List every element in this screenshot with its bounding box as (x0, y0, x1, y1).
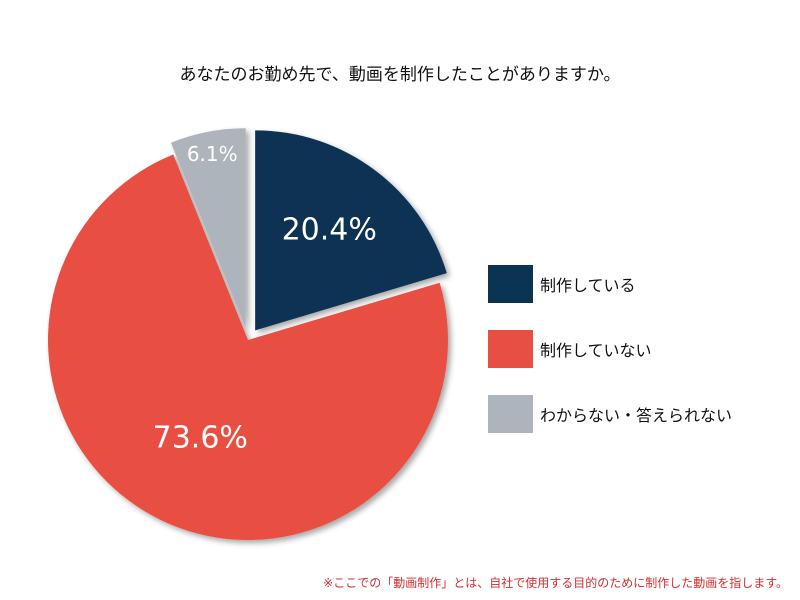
legend-label: 制作している (540, 276, 636, 295)
legend-item-wakaranai: わからない・答えられない (488, 395, 732, 433)
slice-value-label-seisaku-shiteiru: 20.4% (282, 212, 377, 247)
slice-value-label-wakaranai: 6.1% (187, 142, 238, 166)
legend-swatch (488, 330, 533, 368)
legend-swatch (488, 395, 533, 433)
legend-item-seisaku-shiteiru: 制作している (488, 265, 732, 303)
legend-label: 制作していない (540, 341, 652, 360)
pie-slice-seisaku-shiteinai (47, 154, 449, 541)
pie-slice-seisaku-shiteiru (255, 130, 447, 331)
legend-label: わからない・答えられない (540, 406, 733, 425)
legend-swatch (488, 265, 533, 303)
legend-item-seisaku-shiteinai: 制作していない (488, 330, 732, 368)
chart-title: あなたのお勤め先で、動画を制作したことがありますか。 (179, 65, 621, 85)
pie-slice-wakaranai (170, 128, 246, 329)
slice-value-label-seisaku-shiteinai: 73.6% (153, 421, 248, 456)
legend: 制作している 制作していないわからない・答えられない (488, 265, 732, 460)
footnote: ※ここでの「動画制作」とは、自社で使用する目的のために制作した動画を指します。 (323, 576, 788, 590)
